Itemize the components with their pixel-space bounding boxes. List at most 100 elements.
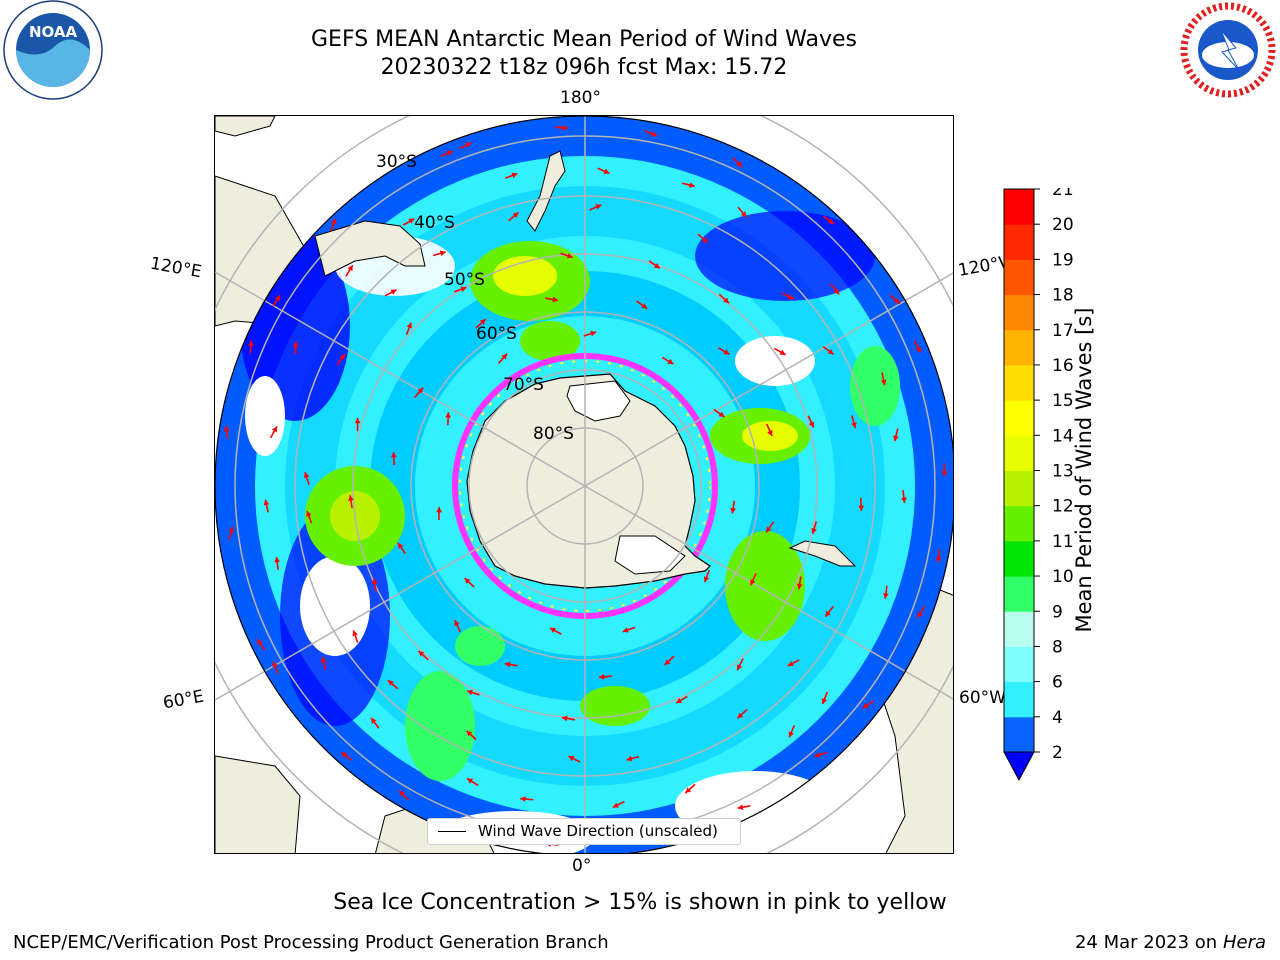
wind-wave-arrow-head bbox=[263, 499, 270, 506]
wind-wave-arrow-head bbox=[641, 303, 648, 309]
colorbar-segment bbox=[1004, 400, 1034, 436]
noaa-logo: NOAA bbox=[0, 0, 104, 108]
colorbar-segment bbox=[1004, 540, 1034, 577]
wind-wave-arrow-head bbox=[562, 124, 568, 131]
wind-wave-arrow-head bbox=[664, 659, 671, 666]
wind-wave-arrow-head bbox=[418, 650, 425, 657]
wind-wave-arrow-head bbox=[828, 218, 834, 224]
wind-wave-arrow-head bbox=[272, 661, 278, 668]
wind-wave-arrow-head bbox=[406, 322, 412, 329]
colorbar-tick-label: 16 bbox=[1052, 356, 1074, 376]
wind-wave-arrow-head bbox=[467, 689, 473, 696]
wind-wave-arrow-head bbox=[766, 526, 772, 533]
wind-wave-arrow-head bbox=[568, 755, 575, 762]
colorbar-segment bbox=[1004, 646, 1034, 683]
wind-wave-arrow-head bbox=[271, 426, 277, 433]
wind-wave-arrow-head bbox=[223, 425, 230, 432]
wind-wave-arrow-head bbox=[248, 340, 254, 346]
wind-wave-arrow-head bbox=[811, 527, 817, 534]
colorbar-tick-label: 13 bbox=[1052, 462, 1074, 482]
colorbar-segment bbox=[1004, 224, 1034, 260]
wind-wave-arrow-head bbox=[257, 639, 263, 646]
wind-wave-arrow-head bbox=[827, 348, 834, 355]
wind-wave-arrow-head bbox=[796, 583, 803, 590]
chart-subtitle: 20230322 t18z 096h fcst Max: 15.72 bbox=[380, 55, 788, 80]
wind-wave-arrow-head bbox=[851, 422, 857, 429]
polar-map bbox=[214, 115, 954, 854]
wind-wave-arrow-head bbox=[651, 131, 658, 137]
colorbar-segment bbox=[1004, 470, 1034, 507]
wind-wave-arrow-head bbox=[454, 620, 460, 627]
colorbar-segment bbox=[1004, 576, 1034, 612]
nws-logo bbox=[1176, 0, 1280, 108]
wind-wave-arrow-head bbox=[779, 349, 786, 355]
wind-wave-arrow-head bbox=[512, 212, 519, 219]
wind-wave-arrow-head bbox=[511, 172, 518, 179]
wind-wave-arrow-head bbox=[339, 354, 345, 361]
wind-wave-arrow-head bbox=[561, 715, 568, 722]
wind-wave-arrow-head bbox=[320, 656, 327, 663]
wind-wave-arrow-head bbox=[566, 252, 573, 259]
wind-wave-arrow-head bbox=[306, 510, 312, 517]
wind-wave-arrow-head bbox=[397, 542, 404, 549]
colorbar-tick-label: 14 bbox=[1052, 426, 1074, 446]
wind-wave-arrow-head bbox=[941, 471, 948, 477]
wind-wave-arrow-head bbox=[730, 507, 736, 514]
sea-ice-caption: Sea Ice Concentration > 15% is shown in … bbox=[333, 890, 947, 915]
wind-wave-arrow-head bbox=[467, 778, 474, 784]
wind-wave-arrow-head bbox=[595, 204, 602, 210]
lat-label-40s: 40°S bbox=[414, 213, 455, 233]
colorbar-segment bbox=[1004, 259, 1034, 296]
colorbar-segment bbox=[1004, 294, 1034, 331]
wind-wave-arrow-head bbox=[703, 576, 710, 583]
wind-wave-arrow-head bbox=[893, 435, 899, 442]
wind-wave-arrow-head bbox=[347, 265, 353, 272]
wind-wave-arrow-head bbox=[436, 507, 442, 513]
colorbar-segment bbox=[1004, 189, 1034, 225]
wind-wave-arrow-head bbox=[408, 218, 415, 224]
colorbar-segment bbox=[1004, 716, 1034, 753]
wind-wave-arrow-head bbox=[501, 353, 508, 360]
lon-label-180: 180° bbox=[560, 88, 601, 108]
wind-wave-arrow-head bbox=[228, 526, 234, 533]
graticule bbox=[215, 116, 953, 853]
lat-label-60s: 60°S bbox=[476, 324, 517, 344]
wind-wave-arrow-head bbox=[445, 412, 452, 418]
wind-wave-arrow-head bbox=[685, 787, 692, 793]
wind-wave-arrow-head bbox=[465, 142, 472, 148]
wind-wave-arrow-head bbox=[880, 379, 887, 386]
wind-wave-arrow-head bbox=[504, 661, 511, 668]
colorbar-segment bbox=[1004, 364, 1034, 401]
lon-label-60w: 60°W bbox=[959, 688, 1006, 708]
colorbar-tick-label: 11 bbox=[1052, 532, 1074, 552]
wind-wave-arrow-head bbox=[862, 702, 869, 709]
legend: Wind Wave Direction (unscaled) bbox=[427, 818, 741, 845]
wind-wave-arrow-head bbox=[737, 664, 743, 671]
colorbar-tick-label: 9 bbox=[1052, 602, 1063, 622]
wind-wave-arrow-head bbox=[825, 610, 831, 617]
wind-wave-arrow-head bbox=[915, 346, 921, 353]
wind-wave-arrow-head bbox=[653, 262, 660, 269]
wind-wave-arrow-head bbox=[303, 472, 310, 479]
wind-wave-arrow-head bbox=[723, 349, 730, 355]
lon-label-0: 0° bbox=[572, 856, 592, 876]
colorbar-tick-label: 17 bbox=[1052, 321, 1074, 341]
colorbar-segment bbox=[1004, 505, 1034, 542]
wind-wave-arrow-head bbox=[446, 150, 453, 156]
lat-label-30s: 30°S bbox=[376, 152, 417, 172]
wind-wave-arrow-head bbox=[274, 556, 280, 563]
wind-wave-arrow-head bbox=[736, 161, 743, 168]
lat-label-50s: 50°S bbox=[444, 270, 485, 290]
colorbar-tick-label: 18 bbox=[1052, 286, 1074, 306]
wind-wave-arrow-head bbox=[387, 680, 394, 686]
wind-wave-arrow-head bbox=[399, 790, 405, 797]
wind-wave-arrow-head bbox=[354, 417, 361, 424]
wind-wave-arrow-head bbox=[740, 211, 747, 218]
wind-wave-arrow-head bbox=[917, 611, 923, 618]
wind-wave-arrow-head bbox=[737, 804, 744, 811]
legend-line-sample bbox=[438, 831, 466, 832]
wind-wave-arrow-head bbox=[371, 578, 378, 585]
colorbar-segment bbox=[1004, 681, 1034, 718]
footer-host: Hera bbox=[1222, 932, 1266, 953]
wind-wave-arrow-head bbox=[274, 294, 280, 301]
